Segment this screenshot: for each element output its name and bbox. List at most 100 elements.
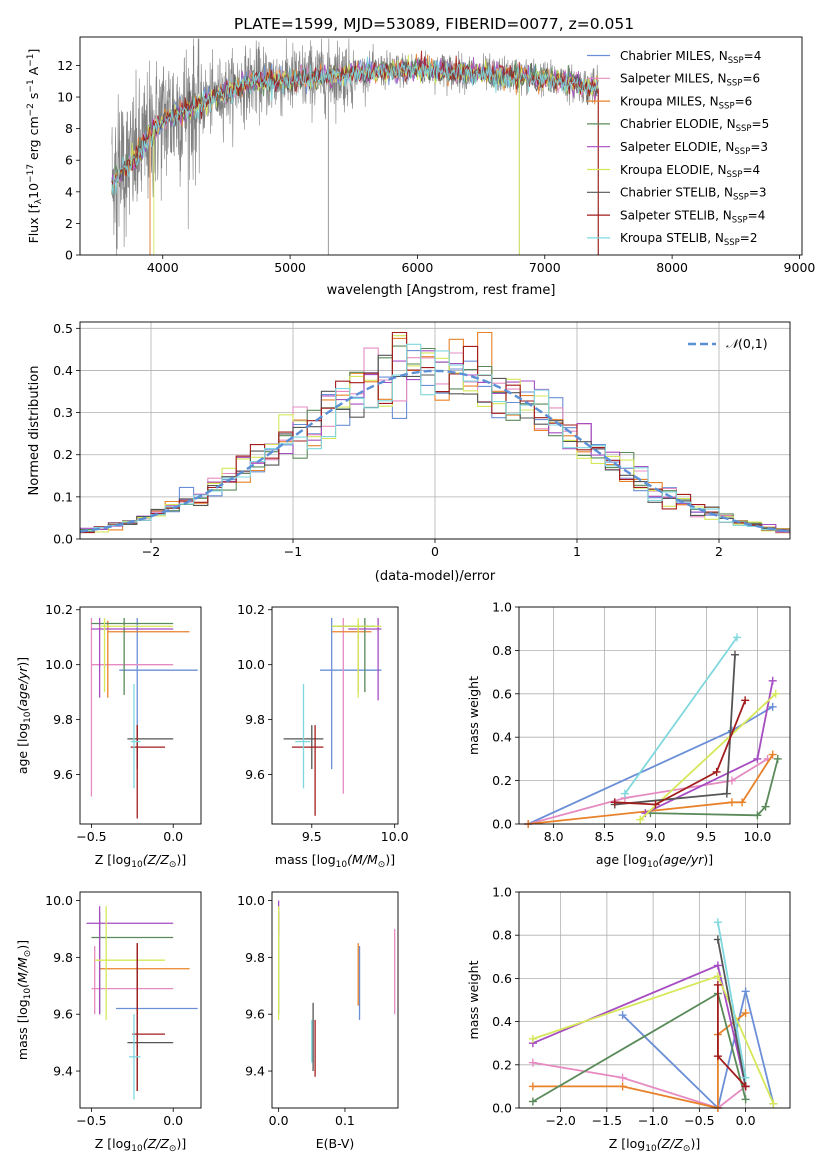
residuals-xlabel: (data-model)/error — [375, 569, 496, 584]
label-part: (M/M — [347, 852, 378, 867]
x-tick-label: −0.5 — [76, 829, 106, 844]
weight_vs_age-axes: 8.0 8.5 9.0 9.5 10.0 0.0 0.2 0.4 0.6 0.8 1.0 — [492, 600, 790, 844]
x-tick-label: 1 — [573, 544, 581, 559]
legend-text: Chabrier STELIB, N — [620, 186, 733, 200]
legend-sub: SSP — [732, 215, 748, 225]
y-tick-label: 0.0 — [53, 532, 73, 547]
weight_vs_Z-series-6 — [717, 939, 747, 1087]
legend-sub: SSP — [736, 124, 752, 134]
legend-text: Salpeter MILES, N — [620, 72, 727, 86]
x-tick-label: −2 — [142, 544, 160, 559]
x-tick-label: 0.1 — [335, 1113, 355, 1128]
age_vs_mass-point-7 — [291, 725, 324, 816]
age_vs_Z-point-7 — [130, 725, 166, 819]
x-tick-label: 0 — [431, 544, 439, 559]
legend-label: Chabrier STELIB, NSSP=3 — [620, 186, 767, 203]
age_vs_mass-point-0 — [320, 617, 382, 770]
legend-eq: =6 — [735, 94, 753, 108]
legend-label: Salpeter STELIB, NSSP=4 — [620, 208, 765, 225]
x-tick-label: 5000 — [274, 260, 306, 275]
weight_vs_age-frame — [518, 606, 791, 825]
x-tick-label: 0.0 — [269, 1113, 289, 1128]
label-part: )] — [15, 940, 30, 950]
x-tick-label: 9.0 — [646, 829, 666, 844]
legend-sub: SSP — [724, 238, 740, 248]
legend-sub: SSP — [728, 56, 744, 66]
legend-label: Chabrier ELODIE, NSSP=5 — [620, 117, 769, 134]
weight_vs_Z-xlabel: Z [log10(Z/Z⊙)] — [609, 1136, 700, 1154]
x-tick-label: 7000 — [529, 260, 561, 275]
y-tick-label: 10.0 — [45, 893, 73, 908]
age_vs_Z-axes: −0.5 0.0 9.6 9.8 10.0 10.2 — [45, 602, 183, 844]
y-tick-label: 8 — [65, 121, 73, 136]
label-sub: ⊙ — [378, 860, 386, 870]
label-part: (M/M — [15, 957, 30, 988]
ylabel-sup: −17 — [26, 164, 36, 183]
label-sub: 10 — [23, 988, 33, 1000]
mass_vs_Z-xlabel: Z [log10(Z/Z⊙)] — [95, 1136, 186, 1154]
x-tick-label: −0.5 — [76, 1113, 106, 1128]
legend-text: Chabrier ELODIE, N — [620, 117, 736, 131]
x-tick-label: 0.0 — [736, 1113, 756, 1128]
legend-eq: =5 — [752, 117, 770, 131]
mass_vs_ebv-frame — [271, 891, 399, 1109]
y-tick-label: 0.2 — [492, 773, 512, 788]
spectrum-xlabel: wavelength [Angstrom, rest frame] — [327, 283, 556, 298]
weight_vs_age-series-8 — [624, 636, 738, 795]
weight_vs_age-series-2 — [528, 754, 774, 824]
residuals-ylabel: Normed distribution — [27, 366, 42, 496]
figure-title: PLATE=1599, MJD=53089, FIBERID=0077, z=0… — [234, 15, 634, 33]
age_vs_Z-frame — [79, 606, 202, 825]
y-tick-label: 10.0 — [237, 657, 265, 672]
legend-sub: SSP — [719, 101, 735, 111]
age_vs_Z-point-5 — [99, 617, 174, 693]
gaussian-legend-label: 𝒩(0,1) — [726, 336, 768, 351]
weight_vs_age-series-3 — [650, 758, 779, 817]
x-tick-label: 10.0 — [743, 829, 771, 844]
y-tick-label: 9.8 — [53, 950, 73, 965]
label-part: age [log — [15, 723, 30, 774]
spectrum-axes: 4000 5000 6000 7000 8000 9000 0 2 4 6 8 10 12 — [57, 58, 815, 275]
label-part: mass [log — [275, 852, 336, 867]
ylabel-sup: −1 — [26, 79, 36, 92]
x-tick-label: 9.5 — [697, 829, 717, 844]
legend-eq: =3 — [750, 140, 768, 154]
weight_vs_age-series-5 — [639, 693, 777, 821]
ylabel-part: Flux [f — [26, 204, 41, 244]
label-part: )] — [15, 657, 30, 667]
label-part: )] — [385, 852, 395, 867]
legend-text: Chabrier MILES, N — [620, 49, 728, 63]
y-tick-label: 6 — [65, 153, 73, 168]
label-part: age [log — [596, 852, 647, 867]
label-part: (Z/Z — [657, 1136, 684, 1151]
y-tick-label: 0.4 — [53, 363, 73, 378]
label-sub: 10 — [647, 860, 659, 870]
ylabel-part: 10 — [26, 183, 41, 199]
y-tick-label: 1.0 — [492, 885, 512, 900]
label-part: (Z/Z — [143, 1136, 170, 1151]
y-tick-label: 1.0 — [492, 600, 512, 615]
mass_vs_Z-point-1 — [91, 946, 174, 1015]
age_vs_mass-point-5 — [331, 617, 382, 698]
mass_vs_Z-axes: −0.5 0.0 9.4 9.6 9.8 10.0 — [45, 893, 183, 1128]
label-part: (age/yr — [658, 852, 704, 867]
label-part: (Z/Z — [143, 852, 170, 867]
mass_vs_Z-ylabel: mass [log10(M/M⊙)] — [15, 940, 33, 1060]
legend-text: Kroupa STELIB, N — [620, 231, 724, 245]
label-sub: ⊙ — [23, 950, 33, 958]
y-tick-label: 0.4 — [492, 730, 512, 745]
age_vs_mass-point-4 — [348, 617, 382, 701]
legend-eq: =6 — [742, 72, 760, 86]
legend-eq: =2 — [740, 231, 758, 245]
label-part: mass [log — [15, 999, 30, 1060]
x-tick-label: 0.0 — [163, 1113, 183, 1128]
label-sub: ⊙ — [683, 1144, 691, 1154]
legend-label: Kroupa MILES, NSSP=6 — [620, 94, 752, 111]
y-tick-label: 0.2 — [492, 1057, 512, 1072]
legend-eq: =4 — [748, 208, 766, 222]
y-tick-label: 9.6 — [245, 767, 265, 782]
y-tick-label: 9.4 — [53, 1064, 73, 1079]
x-tick-label: 9000 — [784, 260, 816, 275]
legend-eq: =4 — [742, 163, 760, 177]
